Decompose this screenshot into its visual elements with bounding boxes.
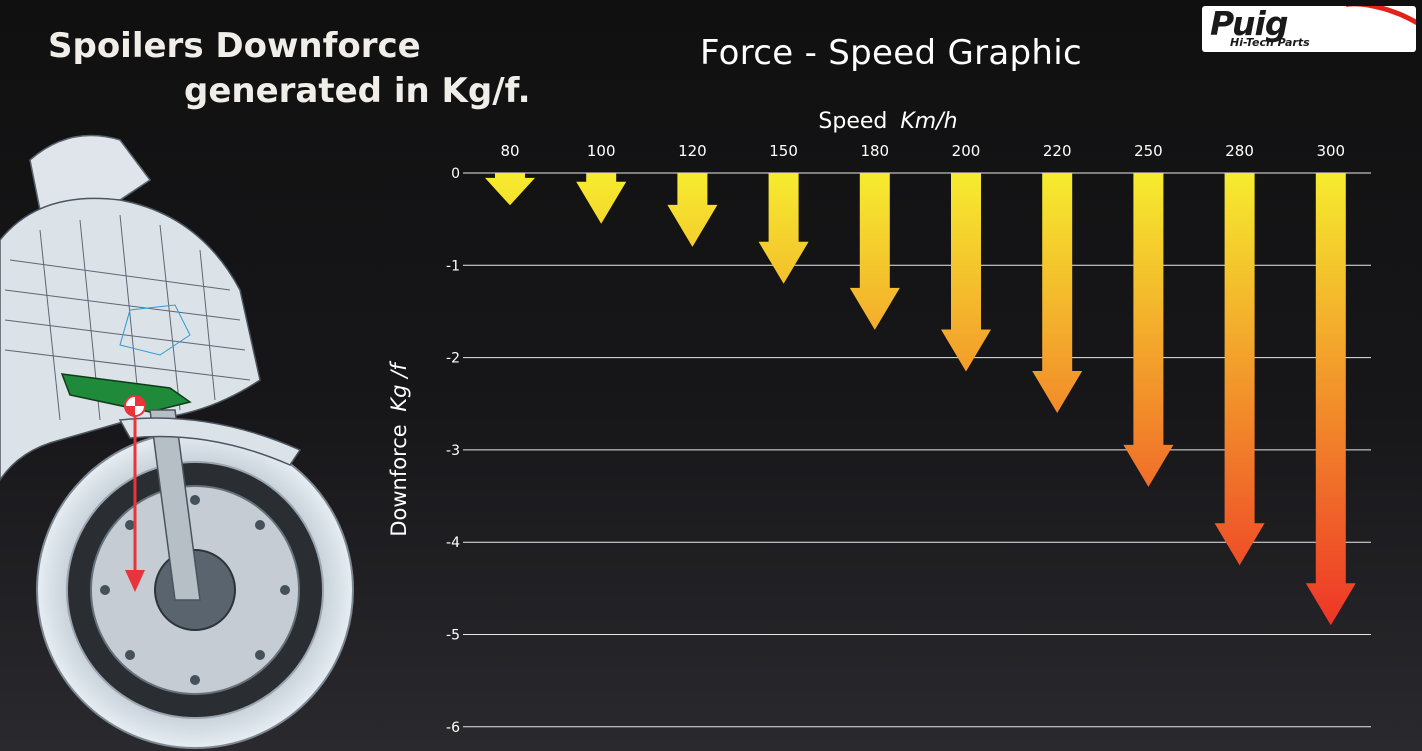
x-tick-label: 280 [1225,142,1254,160]
headline: Spoilers Downforce generated in Kg/f. [48,24,531,114]
y-tick-label: -6 [446,720,460,736]
x-tick-label: 100 [587,142,616,160]
x-tick-label: 220 [1043,142,1072,160]
y-axis-label-unit: Kg /f [387,360,411,412]
downforce-bar-arrow [1305,173,1356,626]
x-tick-labels: 80 100 120 150 180 200 220 250 280 300 [500,142,1345,160]
spoiler-wing [60,373,192,413]
x-tick-label: 200 [952,142,981,160]
mudguard [118,417,302,466]
y-axis-label: Downforce Kg /f [387,360,411,537]
chart-title: Force - Speed Graphic [700,33,1082,73]
y-axis-label-text: Downforce [387,424,411,536]
downforce-bar-arrow [758,173,809,284]
x-tick-label: 120 [678,142,707,160]
bar-arrows [485,173,1356,626]
x-tick-label: 300 [1316,142,1345,160]
logo-tagline: Hi-Tech Parts [1230,36,1310,49]
fairing-wireframe [4,214,251,421]
front-fork [149,409,201,601]
y-tick-labels: 0 -1 -2 -3 -4 -5 -6 [446,166,460,736]
motorcycle-illustration [0,134,354,749]
downforce-bar-arrow [667,173,718,247]
downforce-arrow-head [125,570,145,592]
x-axis-label-unit: Km/h [900,109,957,134]
x-tick-label: 180 [860,142,889,160]
puig-logo: Puig Hi-Tech Parts [1202,6,1416,52]
x-tick-label: 80 [500,142,519,160]
headline-line-2: generated in Kg/f. [184,71,531,111]
windscreen-shape [29,134,152,211]
downforce-bar-arrow [941,173,991,372]
logo-brand: Puig [1210,6,1288,43]
downforce-bar-arrow [576,173,627,224]
x-axis-label: Speed Km/h [818,109,957,134]
x-axis-label-text: Speed [818,109,887,134]
downforce-bar-arrow [1032,173,1083,413]
gridlines [463,172,1371,728]
brake-disc-holes [100,495,290,685]
y-tick-label: -1 [446,258,460,274]
y-tick-label: -5 [446,628,460,644]
downforce-bar-arrow [485,173,535,206]
downforce-bar-arrow [1123,173,1174,487]
headline-line-1: Spoilers Downforce [48,26,421,66]
downforce-bar-arrow [1214,173,1265,566]
y-tick-label: -3 [446,443,460,459]
y-tick-label: -4 [446,535,460,551]
y-tick-label: 0 [451,166,460,182]
downforce-bar-arrow [849,173,900,330]
x-tick-label: 250 [1134,142,1163,160]
x-tick-label: 150 [769,142,798,160]
y-tick-label: -2 [446,351,460,367]
fairing-shape [0,197,261,482]
